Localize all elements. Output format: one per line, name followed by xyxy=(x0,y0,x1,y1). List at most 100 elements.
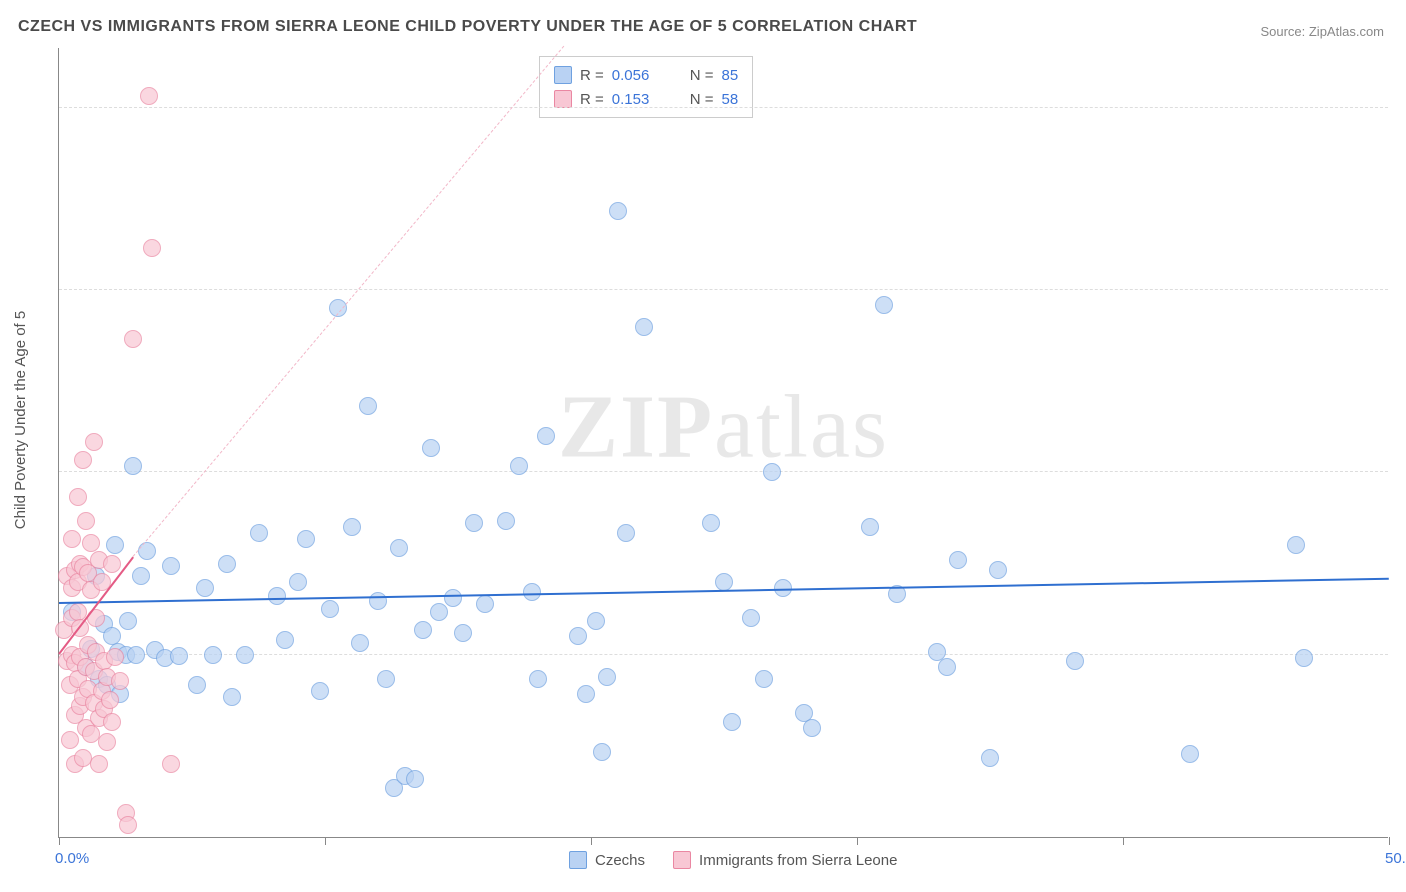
data-point-sierra_leone xyxy=(103,555,121,573)
watermark: ZIPatlas xyxy=(558,375,889,478)
r-value: 0.153 xyxy=(612,91,660,108)
legend-series-item: Immigrants from Sierra Leone xyxy=(673,851,897,869)
data-point-czechs xyxy=(537,427,555,445)
data-point-czechs xyxy=(218,555,236,573)
x-tick xyxy=(1389,837,1390,845)
x-tick xyxy=(591,837,592,845)
correlation-legend: R =0.056N =85R =0.153N =58 xyxy=(539,56,753,118)
data-point-czechs xyxy=(196,579,214,597)
data-point-czechs xyxy=(989,561,1007,579)
data-point-sierra_leone xyxy=(61,731,79,749)
legend-swatch xyxy=(673,851,691,869)
data-point-czechs xyxy=(119,612,137,630)
data-point-czechs xyxy=(223,688,241,706)
data-point-sierra_leone xyxy=(103,713,121,731)
data-point-sierra_leone xyxy=(101,691,119,709)
data-point-sierra_leone xyxy=(90,755,108,773)
data-point-czechs xyxy=(523,583,541,601)
gridline xyxy=(59,654,1388,655)
data-point-czechs xyxy=(311,682,329,700)
data-point-czechs xyxy=(587,612,605,630)
data-point-czechs xyxy=(763,463,781,481)
data-point-czechs xyxy=(742,609,760,627)
data-point-czechs xyxy=(422,439,440,457)
data-point-czechs xyxy=(188,676,206,694)
data-point-czechs xyxy=(715,573,733,591)
legend-series-label: Immigrants from Sierra Leone xyxy=(699,852,897,869)
data-point-czechs xyxy=(329,299,347,317)
data-point-sierra_leone xyxy=(140,87,158,105)
data-point-czechs xyxy=(577,685,595,703)
data-point-sierra_leone xyxy=(124,330,142,348)
n-label: N = xyxy=(690,67,714,84)
data-point-czechs xyxy=(598,668,616,686)
chart-title: CZECH VS IMMIGRANTS FROM SIERRA LEONE CH… xyxy=(18,18,917,36)
legend-series-label: Czechs xyxy=(595,852,645,869)
data-point-czechs xyxy=(617,524,635,542)
data-point-czechs xyxy=(635,318,653,336)
data-point-czechs xyxy=(938,658,956,676)
data-point-czechs xyxy=(465,514,483,532)
data-point-sierra_leone xyxy=(69,488,87,506)
data-point-czechs xyxy=(430,603,448,621)
data-point-czechs xyxy=(510,457,528,475)
data-point-czechs xyxy=(755,670,773,688)
data-point-czechs xyxy=(875,296,893,314)
data-point-czechs xyxy=(949,551,967,569)
data-point-czechs xyxy=(702,514,720,532)
data-point-sierra_leone xyxy=(111,672,129,690)
source-attribution: Source: ZipAtlas.com xyxy=(1260,24,1384,39)
legend-swatch xyxy=(554,66,572,84)
gridline xyxy=(59,289,1388,290)
watermark-suffix: atlas xyxy=(714,377,889,476)
data-point-czechs xyxy=(609,202,627,220)
data-point-czechs xyxy=(236,646,254,664)
n-label: N = xyxy=(690,91,714,108)
y-axis-label: Child Poverty Under the Age of 5 xyxy=(12,311,29,529)
data-point-czechs xyxy=(414,621,432,639)
legend-swatch xyxy=(554,90,572,108)
data-point-czechs xyxy=(1287,536,1305,554)
data-point-czechs xyxy=(861,518,879,536)
data-point-sierra_leone xyxy=(77,512,95,530)
legend-swatch xyxy=(569,851,587,869)
data-point-czechs xyxy=(444,589,462,607)
data-point-czechs xyxy=(529,670,547,688)
n-value: 58 xyxy=(722,91,739,108)
data-point-czechs xyxy=(106,536,124,554)
data-point-czechs xyxy=(406,770,424,788)
data-point-czechs xyxy=(289,573,307,591)
data-point-czechs xyxy=(268,587,286,605)
data-point-czechs xyxy=(390,539,408,557)
series-legend: Czechs Immigrants from Sierra Leone xyxy=(569,851,897,869)
data-point-czechs xyxy=(369,592,387,610)
data-point-czechs xyxy=(593,743,611,761)
x-tick xyxy=(59,837,60,845)
x-tick xyxy=(857,837,858,845)
r-value: 0.056 xyxy=(612,67,660,84)
data-point-sierra_leone xyxy=(162,755,180,773)
data-point-czechs xyxy=(343,518,361,536)
data-point-sierra_leone xyxy=(119,816,137,834)
scatter-plot-area: ZIPatlas R =0.056N =85R =0.153N =58 Czec… xyxy=(58,48,1388,838)
x-tick-label: 50.0% xyxy=(1385,850,1406,867)
gridline xyxy=(59,471,1388,472)
data-point-czechs xyxy=(170,647,188,665)
data-point-czechs xyxy=(124,457,142,475)
data-point-sierra_leone xyxy=(63,530,81,548)
data-point-sierra_leone xyxy=(74,451,92,469)
n-value: 85 xyxy=(722,67,739,84)
data-point-czechs xyxy=(454,624,472,642)
data-point-czechs xyxy=(250,524,268,542)
data-point-czechs xyxy=(162,557,180,575)
data-point-czechs xyxy=(132,567,150,585)
data-point-sierra_leone xyxy=(106,648,124,666)
data-point-czechs xyxy=(569,627,587,645)
data-point-czechs xyxy=(803,719,821,737)
data-point-czechs xyxy=(297,530,315,548)
r-label: R = xyxy=(580,67,604,84)
data-point-czechs xyxy=(204,646,222,664)
data-point-czechs xyxy=(497,512,515,530)
x-tick xyxy=(325,837,326,845)
data-point-czechs xyxy=(1295,649,1313,667)
